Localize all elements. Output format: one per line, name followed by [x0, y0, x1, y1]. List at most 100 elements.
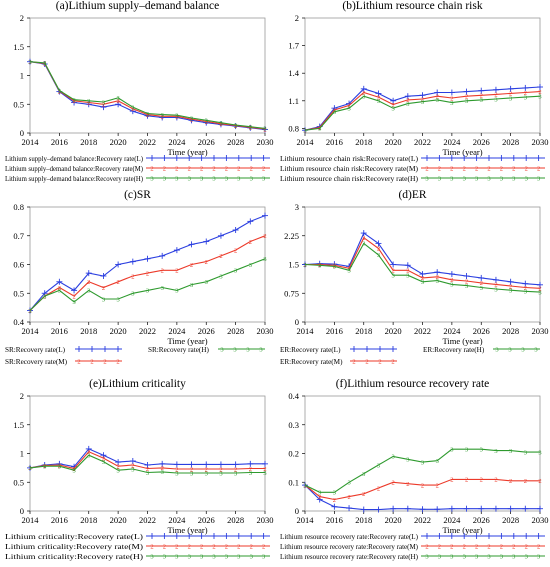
data-point-M: 2 [234, 247, 237, 254]
data-point-L [71, 287, 78, 294]
data-point-L [232, 461, 239, 468]
data-point-H: 3 [161, 469, 164, 476]
svg-text:2: 2 [391, 358, 394, 365]
svg-text:2: 2 [524, 285, 527, 292]
svg-text:3: 3 [175, 175, 178, 182]
svg-text:3: 3 [87, 98, 90, 105]
data-point-L [375, 240, 382, 247]
data-point-L [217, 461, 224, 468]
svg-text:2: 2 [200, 165, 203, 172]
svg-text:2: 2 [425, 543, 428, 550]
data-point-H: 3 [58, 288, 61, 295]
legend-label: Lithium supply–demand balance:Recovery r… [5, 155, 144, 163]
data-point-H: 3 [219, 120, 222, 127]
svg-text:3: 3 [333, 109, 336, 116]
series-line-M [29, 61, 266, 130]
x-tick-label: 2024 [168, 137, 186, 147]
x-tick-label: 2022 [414, 137, 431, 147]
svg-text:3: 3 [450, 553, 453, 560]
data-point-M: 2 [102, 102, 105, 109]
legend-label: SR:Recovery rate(M) [5, 358, 68, 366]
data-point-H: 3 [175, 288, 178, 295]
x-tick-label: 2026 [473, 137, 490, 147]
svg-text:2: 2 [450, 165, 453, 172]
svg-text:2: 2 [438, 165, 441, 172]
data-point-L [203, 461, 210, 468]
data-point-H: 3 [87, 98, 90, 105]
x-tick-label: 2018 [355, 137, 372, 147]
svg-text:2: 2 [150, 543, 153, 550]
svg-text:3: 3 [421, 99, 424, 106]
data-point-M: 2 [161, 268, 164, 275]
data-point-L [434, 506, 441, 513]
svg-text:3: 3 [237, 175, 240, 182]
svg-text:2: 2 [43, 61, 46, 68]
svg-text:3: 3 [102, 99, 105, 106]
svg-text:3: 3 [205, 118, 208, 125]
data-point-M: 2 [102, 455, 105, 462]
data-point-L [522, 280, 529, 287]
data-point-L [390, 97, 397, 104]
svg-text:3: 3 [220, 346, 223, 353]
svg-text:2: 2 [212, 543, 215, 550]
data-point-M: 2 [524, 285, 527, 292]
data-point-M: 2 [43, 61, 46, 68]
data-point-M: 2 [117, 463, 120, 470]
svg-text:3: 3 [475, 175, 478, 182]
legend-entry-H: SR:Recovery rate(H) 3 3 3 3 [148, 346, 265, 354]
data-point-L [419, 271, 426, 278]
data-point-M: 2 [480, 280, 483, 287]
svg-text:2: 2 [90, 358, 93, 365]
svg-text:2: 2 [262, 165, 265, 172]
svg-text:3: 3 [450, 100, 453, 107]
svg-text:3: 3 [234, 268, 237, 275]
data-point-H: 3 [219, 273, 222, 280]
svg-text:2: 2 [163, 543, 166, 550]
legend-label: Lithium criticality:Recovery rate(H) [5, 553, 144, 561]
svg-text:2: 2 [175, 466, 178, 473]
x-tick-label: 2024 [443, 515, 461, 525]
svg-text:3: 3 [406, 273, 409, 280]
svg-text:3: 3 [102, 296, 105, 303]
svg-text:3: 3 [117, 296, 120, 303]
svg-text:3: 3 [161, 469, 164, 476]
svg-text:2: 2 [465, 278, 468, 285]
data-point-L [375, 506, 382, 513]
data-point-L [419, 506, 426, 513]
data-point-M: 2 [87, 279, 90, 286]
svg-text:3: 3 [524, 449, 527, 456]
svg-text:2: 2 [102, 285, 105, 292]
data-point-H: 3 [58, 88, 61, 95]
data-point-H: 3 [43, 463, 46, 470]
svg-text:2: 2 [175, 268, 178, 275]
data-point-M: 2 [450, 95, 453, 102]
legend-entry-M: Lithium resource chain risk:Recovery rat… [280, 165, 545, 173]
svg-text:2: 2 [263, 466, 266, 473]
svg-text:3: 3 [28, 308, 31, 315]
data-point-H: 3 [450, 100, 453, 107]
svg-text:2: 2 [103, 358, 106, 365]
svg-text:2: 2 [378, 358, 381, 365]
x-axis-label: Time (year) [442, 525, 482, 535]
svg-text:3: 3 [377, 462, 380, 469]
data-point-H: 3 [333, 264, 336, 271]
data-point-H: 3 [333, 490, 336, 497]
svg-text:3: 3 [392, 454, 395, 461]
data-point-L [537, 281, 543, 288]
data-point-L [173, 461, 180, 468]
data-point-H: 3 [450, 282, 453, 289]
svg-text:2: 2 [465, 477, 468, 484]
data-point-H: 3 [318, 490, 321, 497]
data-point-M: 2 [538, 478, 541, 485]
legend-entry-H: Lithium resource chain risk:Recovery rat… [280, 175, 545, 183]
svg-text:2: 2 [392, 480, 395, 487]
data-point-H: 3 [219, 470, 222, 477]
data-point-L [85, 270, 92, 277]
svg-text:3: 3 [175, 553, 178, 560]
x-axis-label: Time (year) [167, 336, 207, 346]
data-point-L [262, 212, 268, 219]
data-point-M: 2 [377, 246, 380, 253]
svg-text:2: 2 [333, 107, 336, 114]
svg-text:2: 2 [303, 128, 306, 135]
series-line-H [304, 448, 540, 493]
